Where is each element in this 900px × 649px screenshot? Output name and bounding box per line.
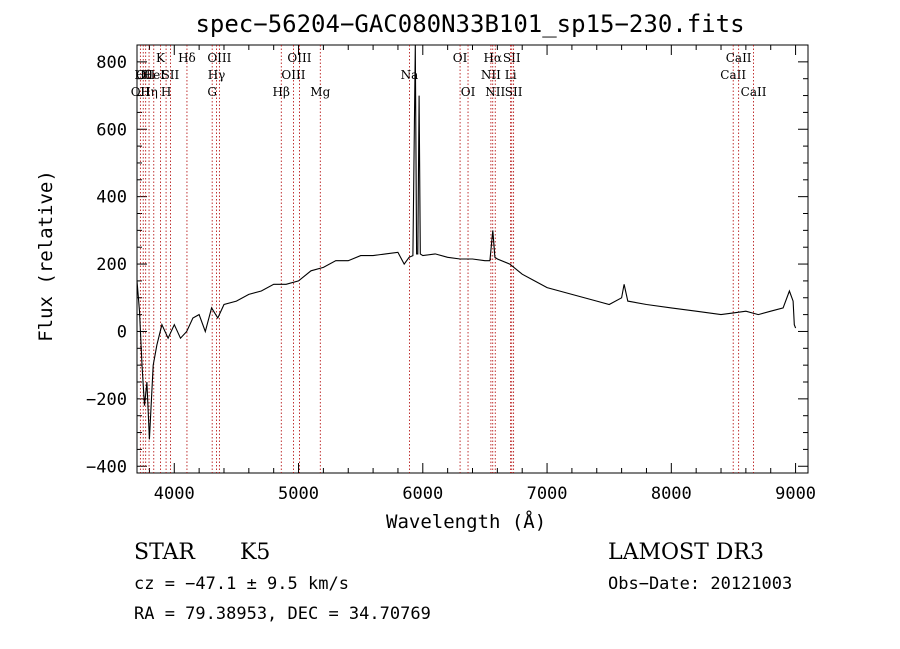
y-tick-label: 400 [96,188,127,208]
x-tick-label: 7000 [527,484,568,504]
line-marker-label: Hβ [273,85,290,99]
line-marker-label: Hγ [208,68,226,82]
line-marker-label: NII [481,68,501,82]
y-tick-label: −200 [86,390,127,410]
line-marker-label: SII [503,51,521,65]
y-axis-label: Flux (relative) [35,170,57,342]
coordinates-text: RA = 79.38953, DEC = 34.70769 [134,604,431,624]
line-marker-label: OI [453,51,468,65]
line-marker-label: Hδ [178,51,196,65]
line-marker-label: Na [401,68,419,82]
line-marker-label: SII [162,68,180,82]
spectrum-series-line [136,44,797,440]
line-marker-label: Hθ [134,68,152,82]
line-marker-label: HeI [143,68,166,82]
line-marker-label: OIII [281,68,305,82]
line-marker-label: OIII [207,51,231,65]
survey-name: LAMOST DR3 [608,540,764,565]
line-marker-label: K [156,51,166,65]
x-tick-label: 5000 [278,484,319,504]
line-marker-label: CaII [720,68,746,82]
x-tick-label: 8000 [651,484,692,504]
y-tick-label: −400 [86,457,127,477]
line-marker-label: Hη [140,85,158,99]
line-marker-label: SII [505,85,523,99]
line-marker-label: Hα [483,51,502,65]
x-tick-label: 9000 [775,484,816,504]
line-marker-label: Li [505,68,517,82]
x-tick-label: 6000 [402,484,443,504]
redshift-text: cz = −47.1 ± 9.5 km/s [134,574,349,594]
object-class: STAR [134,540,195,565]
y-tick-label: 600 [96,120,127,140]
line-marker-label: OIII [287,51,311,65]
chart-title: spec−56204−GAC080N33B101_sp15−230.fits [195,10,745,38]
line-marker-label: NII [485,85,505,99]
object-subclass: K5 [240,540,271,565]
line-marker-label: G [207,85,217,99]
y-tick-label: 0 [117,322,127,342]
line-marker-label: CaII [726,51,752,65]
line-marker-label: OII [136,68,156,82]
y-tick-label: 200 [96,255,127,275]
line-marker-label: OI [461,85,476,99]
line-marker-label: CaII [741,85,767,99]
x-tick-label: 4000 [154,484,195,504]
y-tick-label: 800 [96,53,127,73]
line-marker-label: H [161,85,171,99]
obs-date: Obs−Date: 20121003 [608,574,793,594]
line-marker-label: Mg [310,85,330,99]
x-axis-label: Wavelength (Å) [386,511,547,533]
